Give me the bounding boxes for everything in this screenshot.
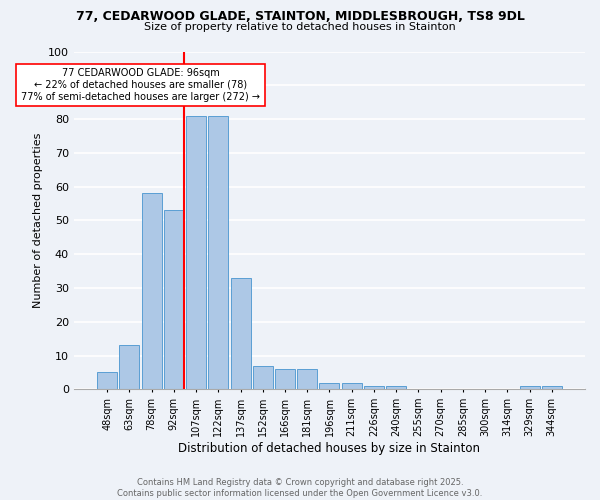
Text: Size of property relative to detached houses in Stainton: Size of property relative to detached ho… (144, 22, 456, 32)
Bar (119, 346, 139, 390)
Bar (164, 210, 184, 390)
X-axis label: Distribution of detached houses by size in Stainton: Distribution of detached houses by size … (178, 442, 481, 455)
Y-axis label: Number of detached properties: Number of detached properties (32, 132, 43, 308)
Text: 77, CEDARWOOD GLADE, STAINTON, MIDDLESBROUGH, TS8 9DL: 77, CEDARWOOD GLADE, STAINTON, MIDDLESBR… (76, 10, 524, 23)
Bar (341, 382, 362, 390)
Bar (364, 386, 384, 390)
Bar (319, 382, 340, 390)
Bar (386, 386, 406, 390)
Bar (520, 386, 539, 390)
Bar (186, 116, 206, 390)
Bar (275, 369, 295, 390)
Bar (142, 194, 161, 390)
Bar (253, 366, 273, 390)
Bar (97, 372, 117, 390)
Text: Contains HM Land Registry data © Crown copyright and database right 2025.
Contai: Contains HM Land Registry data © Crown c… (118, 478, 482, 498)
Bar (542, 386, 562, 390)
Bar (208, 116, 229, 390)
Text: 77 CEDARWOOD GLADE: 96sqm
← 22% of detached houses are smaller (78)
77% of semi-: 77 CEDARWOOD GLADE: 96sqm ← 22% of detac… (21, 68, 260, 102)
Bar (230, 278, 251, 390)
Bar (297, 369, 317, 390)
